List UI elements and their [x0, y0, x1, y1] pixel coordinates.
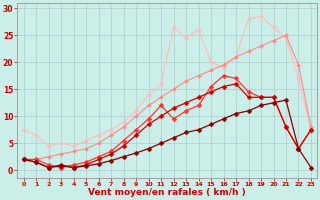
X-axis label: Vent moyen/en rafales ( km/h ): Vent moyen/en rafales ( km/h ) — [88, 188, 246, 197]
